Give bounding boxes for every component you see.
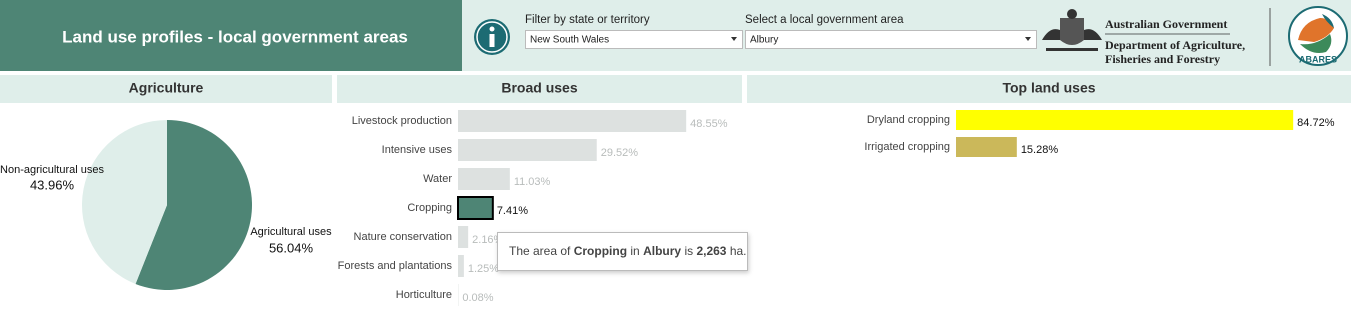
bar-value-label: 11.03% (514, 176, 551, 188)
panel-header (747, 75, 1351, 103)
crest (1042, 9, 1102, 51)
bar-value-label: 29.52% (601, 147, 639, 159)
panel-title: Broad uses (501, 80, 577, 96)
bar-value-label: 48.55% (690, 118, 728, 130)
bar-category: Cropping (407, 202, 452, 214)
panel-title: Top land uses (1002, 80, 1095, 96)
pie-slice (81, 120, 167, 284)
bar (458, 255, 464, 277)
filter-label: Select a local government area (745, 14, 904, 26)
filter-label: Filter by state or territory (525, 14, 650, 26)
bar-category: Horticulture (396, 289, 452, 301)
bar-category: Livestock production (352, 115, 452, 127)
bar-category: Dryland cropping (867, 114, 950, 126)
bar-value-label: 0.08% (462, 292, 493, 304)
header-box (0, 0, 462, 71)
bar (956, 110, 1294, 130)
bar (458, 226, 469, 248)
slice-value: 43.96% (30, 177, 75, 192)
bar (458, 168, 510, 190)
info-button[interactable] (474, 19, 510, 55)
bar (956, 137, 1017, 157)
bar-category: Water (423, 173, 452, 185)
tooltip-text: The area of Cropping in Albury is 2,263 … (509, 244, 747, 258)
page-title: Land use profiles - local government are… (62, 27, 408, 46)
panel-header (0, 75, 332, 103)
state-dropdown[interactable] (525, 30, 743, 49)
pie-slice (135, 120, 252, 290)
lga-dropdown[interactable] (745, 30, 1037, 49)
bar-value-label: 15.28% (1021, 144, 1059, 156)
panel-header (337, 75, 742, 103)
gov-text: Australian Government (1105, 17, 1227, 31)
bar-category: Nature conservation (354, 231, 452, 243)
bar-category: Forests and plantations (338, 260, 453, 272)
gov-text: Department of Agriculture, (1105, 38, 1245, 52)
bar (458, 139, 597, 161)
bar (458, 110, 687, 132)
dropdown-value: New South Wales (530, 35, 609, 46)
abares-logo (1288, 6, 1348, 66)
slice-label: Agricultural uses (250, 226, 332, 238)
tooltip: The area of Cropping in Albury is 2,263 … (497, 232, 748, 271)
dropdown-value: Albury (750, 35, 778, 46)
slice-label: Non-agricultural uses (0, 164, 104, 176)
bar-value-label: 7.41% (497, 205, 528, 217)
bar-category: Intensive uses (382, 144, 453, 156)
bar-value-label: 2.16% (472, 234, 503, 246)
panel-title: Agriculture (129, 80, 204, 96)
bar-value-label: 1.25% (468, 263, 499, 275)
gov-text: Fisheries and Forestry (1105, 52, 1220, 66)
charts: Agriculture Agricultural uses 56.04% Non-ag… (0, 75, 1351, 306)
abares-text: ABARES (1299, 54, 1337, 64)
bar-value-label: 84.72% (1297, 117, 1335, 129)
slice-value: 56.04% (269, 240, 314, 255)
bar (457, 196, 494, 220)
bar-category: Irrigated cropping (864, 141, 950, 153)
